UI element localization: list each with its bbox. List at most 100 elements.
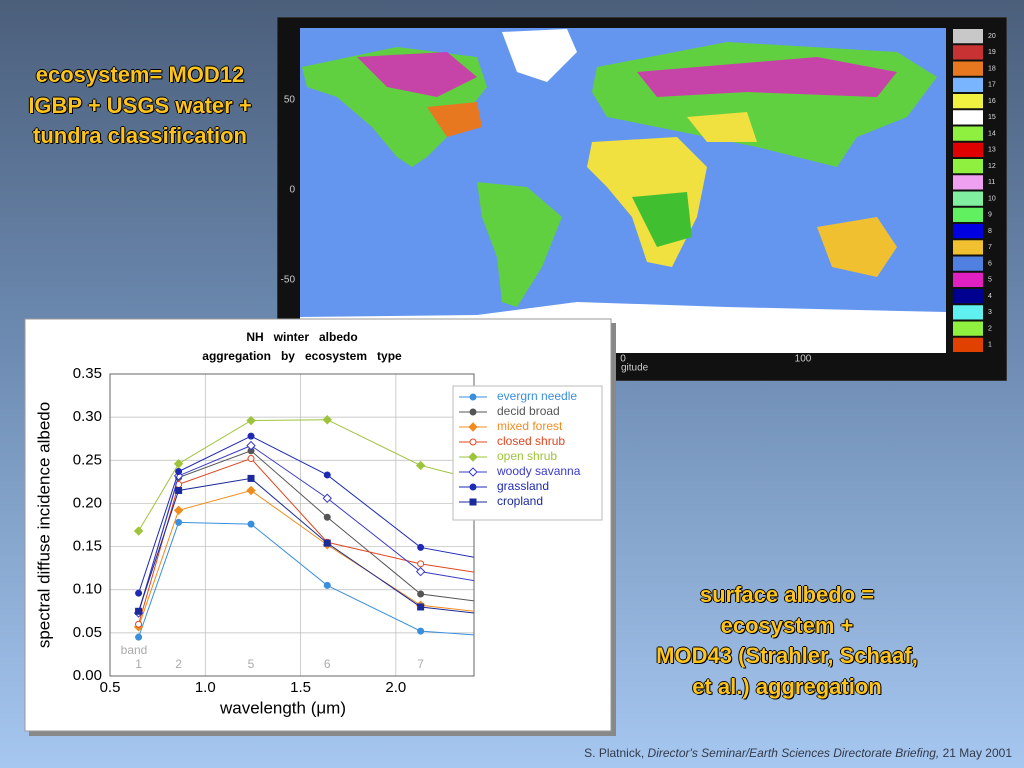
band-title: band — [121, 643, 148, 657]
colorbar-label: 5 — [988, 277, 992, 284]
y-tick-label: 0.25 — [73, 451, 102, 468]
data-point — [322, 415, 332, 425]
band-label: 6 — [324, 657, 331, 671]
band-label: 2 — [175, 657, 182, 671]
data-point — [246, 485, 256, 496]
data-point — [173, 505, 184, 516]
y-tick-label: 0.30 — [73, 408, 102, 425]
colorbar-label: 4 — [988, 293, 992, 300]
colorbar-label: 16 — [988, 98, 996, 105]
chart-title: NH winter albedo — [246, 330, 357, 344]
greenland — [502, 29, 577, 82]
legend-label: open shrub — [497, 449, 557, 463]
data-point — [415, 566, 426, 577]
data-point — [135, 607, 143, 615]
data-point — [175, 518, 183, 526]
footer: S. Platnick, Director's Seminar/Earth Sc… — [584, 746, 1012, 760]
legend-marker — [468, 467, 478, 477]
y-tick-label: 0.05 — [73, 624, 102, 641]
text-line: ecosystem + — [720, 612, 854, 638]
left-title: ecosystem= MOD12 IGBP + USGS water + tun… — [0, 60, 280, 152]
colorbar-cell — [953, 191, 983, 206]
colorbar-cell — [953, 110, 983, 125]
legend-label: grassland — [497, 479, 549, 493]
colorbar-cell — [953, 142, 983, 157]
text-line: MOD43 (Strahler, Schaaf, — [656, 643, 918, 668]
colorbar-cell — [953, 321, 983, 336]
legend-marker — [468, 452, 478, 462]
colorbar-cell — [953, 224, 983, 239]
colorbar-label: 15 — [988, 114, 996, 121]
colorbar-cell — [953, 159, 983, 174]
data-point — [415, 460, 426, 471]
y-tick-label: 0.00 — [73, 667, 102, 684]
legend-marker — [469, 393, 477, 401]
legend-label: mixed forest — [497, 419, 563, 433]
colorbar-cell — [953, 305, 983, 320]
colorbar-label: 11 — [988, 179, 995, 186]
x-tick-label: 1.0 — [195, 679, 216, 696]
data-point — [417, 543, 425, 551]
y-tick-label: 0.20 — [73, 494, 102, 511]
na-forest — [427, 102, 482, 137]
data-point — [246, 440, 256, 451]
series-line — [138, 435, 474, 594]
data-point — [135, 633, 143, 641]
series-line — [138, 521, 474, 638]
colorbar-label: 10 — [988, 195, 996, 202]
colorbar-label: 13 — [988, 147, 996, 154]
x-axis-title: wavelength (μm) — [219, 698, 346, 717]
colorbar-label: 20 — [988, 33, 996, 40]
colorbar-cell — [953, 94, 983, 109]
colorbar-label: 12 — [988, 163, 996, 170]
series-line — [138, 457, 474, 625]
colorbar-label: 7 — [988, 244, 992, 251]
x-tick-label: 0.5 — [100, 679, 121, 696]
south-america — [477, 182, 562, 307]
panel-background — [24, 318, 612, 732]
colorbar-label: 19 — [988, 49, 996, 56]
central-africa — [632, 192, 692, 247]
colorbar-label: 9 — [988, 212, 992, 219]
chart-panel: NH winter albedo aggregation by ecosyste… — [24, 318, 616, 736]
y-tick-label: 0.15 — [73, 538, 102, 555]
north-america-tundra — [357, 52, 477, 97]
colorbar-cell — [953, 29, 983, 44]
lon-label: 0 — [620, 354, 626, 365]
data-point — [175, 468, 183, 476]
eurasia-tundra — [637, 57, 897, 97]
legend-label: decid broad — [497, 404, 560, 418]
right-text: surface albedo = ecosystem + MOD43 (Stra… — [617, 580, 957, 702]
band-label: 7 — [417, 657, 424, 671]
footer-author: S. Platnick, — [584, 746, 645, 760]
y-tick-label: 0.35 — [73, 365, 102, 382]
colorbar-label: 14 — [988, 130, 996, 137]
australia — [817, 217, 897, 277]
data-point — [247, 474, 255, 482]
footer-date: 21 May 2001 — [942, 746, 1012, 760]
series-line — [138, 419, 474, 532]
data-point — [135, 620, 143, 628]
data-point — [417, 627, 425, 635]
data-point — [247, 455, 255, 463]
footer-event: Director's Seminar/Earth Sciences Direct… — [647, 746, 940, 760]
legend-marker — [469, 498, 477, 506]
lat-label: -50 — [281, 275, 296, 286]
title-line: IGBP + USGS water + — [28, 92, 252, 118]
lat-label: 0 — [289, 185, 295, 196]
colorbar-cell — [953, 289, 983, 304]
arabia — [687, 112, 757, 142]
colorbar-label: 17 — [988, 82, 996, 89]
colorbar-cell — [953, 175, 983, 190]
legend-marker — [469, 408, 477, 416]
legend-marker — [469, 483, 477, 491]
band-label: 5 — [248, 657, 255, 671]
legend-marker — [469, 438, 477, 446]
series-line — [138, 477, 474, 614]
title-line: tundra classification — [33, 123, 247, 148]
legend-label: evergrn needle — [497, 389, 577, 403]
data-point — [323, 581, 331, 589]
series-line — [138, 489, 474, 627]
data-point — [323, 539, 331, 547]
